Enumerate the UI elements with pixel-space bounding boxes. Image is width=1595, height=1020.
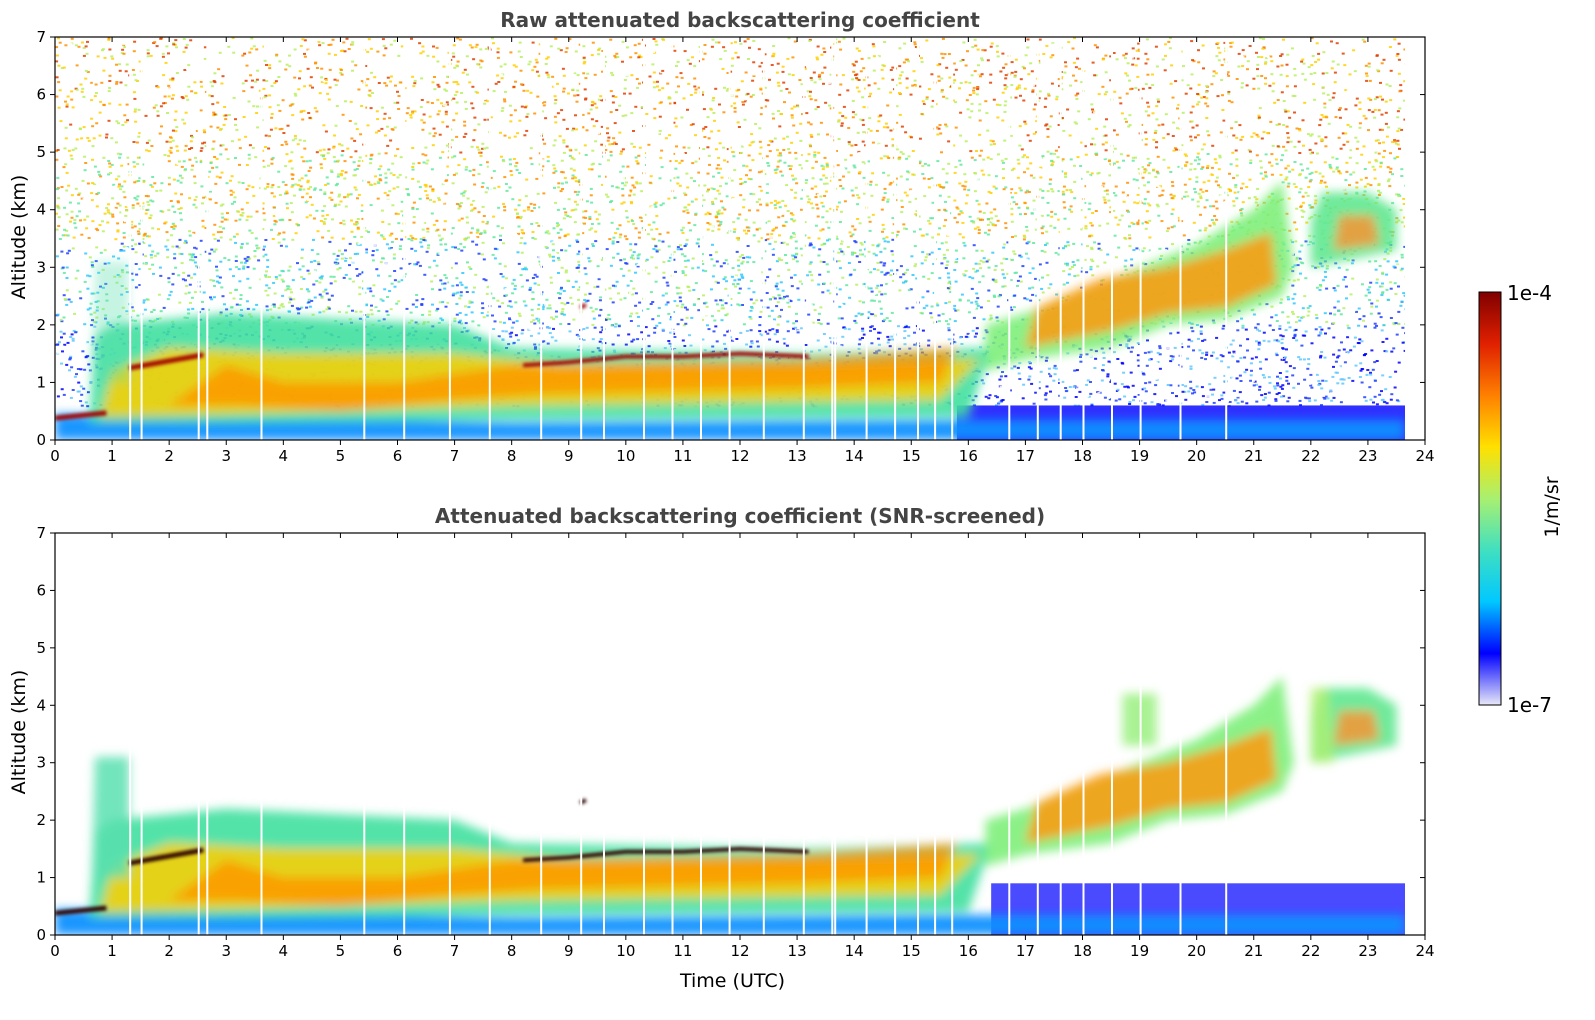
y-tick-label: 4 — [36, 201, 46, 219]
colorbar — [1478, 291, 1502, 706]
x-tick-label: 23 — [1358, 447, 1377, 465]
x-tick-label: 17 — [1016, 942, 1035, 960]
bump-2 — [1310, 688, 1334, 763]
y-tick-label: 3 — [36, 258, 46, 276]
y-tick-label: 5 — [36, 143, 46, 161]
x-tick-label: 19 — [1130, 447, 1149, 465]
x-tick-label: 12 — [730, 447, 749, 465]
x-axis-label: Time (UTC) — [680, 970, 786, 992]
x-tick-label: 6 — [393, 447, 403, 465]
cloud-early — [55, 905, 107, 916]
x-tick-label: 9 — [564, 942, 574, 960]
elevated-layer-core — [1025, 232, 1277, 348]
x-tick-label: 6 — [393, 942, 403, 960]
x-tick-label: 16 — [959, 942, 978, 960]
y-tick-label: 1 — [36, 373, 46, 391]
x-tick-label: 15 — [902, 447, 921, 465]
x-tick-label: 14 — [845, 447, 864, 465]
x-tick-label: 24 — [1415, 942, 1434, 960]
x-tick-label: 18 — [1073, 942, 1092, 960]
cloud-midday — [522, 846, 809, 863]
x-tick-label: 4 — [279, 942, 289, 960]
x-tick-label: 20 — [1187, 447, 1206, 465]
top-panel-title: Raw attenuated backscattering coefficien… — [500, 8, 980, 32]
x-tick-label: 14 — [845, 942, 864, 960]
x-tick-label: 20 — [1187, 942, 1206, 960]
x-tick-label: 1 — [107, 942, 117, 960]
x-tick-label: 11 — [673, 447, 692, 465]
x-tick-label: 8 — [507, 942, 517, 960]
x-tick-label: 21 — [1244, 447, 1263, 465]
x-tick-label: 7 — [450, 447, 460, 465]
colorbar-unit-label: 1/m/sr — [1541, 476, 1563, 538]
x-tick-label: 3 — [221, 942, 231, 960]
x-tick-label: 24 — [1415, 447, 1434, 465]
x-tick-label: 5 — [336, 447, 346, 465]
high-patch-core — [1333, 215, 1380, 250]
high-patch-core — [1333, 711, 1380, 746]
x-tick-label: 23 — [1358, 942, 1377, 960]
x-tick-label: 11 — [673, 942, 692, 960]
colorbar-max-label: 1e-4 — [1507, 281, 1552, 305]
x-tick-label: 21 — [1244, 942, 1263, 960]
x-tick-label: 1 — [107, 447, 117, 465]
x-tick-label: 16 — [959, 447, 978, 465]
x-tick-label: 17 — [1016, 447, 1035, 465]
x-tick-label: 0 — [50, 942, 60, 960]
y-tick-label: 7 — [36, 524, 46, 542]
cloud-early — [55, 410, 107, 421]
x-tick-label: 4 — [279, 447, 289, 465]
missing-profiles — [129, 533, 1228, 935]
y-tick-label: 2 — [36, 811, 46, 829]
x-tick-label: 7 — [450, 942, 460, 960]
elevated-layer-core — [1025, 728, 1277, 844]
y-tick-label: 2 — [36, 316, 46, 334]
x-tick-label: 0 — [50, 447, 60, 465]
boundary-layer-core — [169, 347, 957, 412]
y-tick-label: 3 — [36, 754, 46, 772]
x-tick-label: 10 — [616, 447, 635, 465]
x-tick-label: 19 — [1130, 942, 1149, 960]
x-tick-label: 2 — [164, 447, 174, 465]
top-heatmap — [55, 37, 1425, 440]
early-plume — [92, 261, 130, 383]
x-tick-label: 3 — [221, 447, 231, 465]
early-plume — [92, 757, 130, 878]
y-tick-label: 5 — [36, 639, 46, 657]
y-tick-label: 7 — [36, 28, 46, 46]
bottom-heatmap — [55, 533, 1425, 935]
x-tick-label: 18 — [1073, 447, 1092, 465]
y-tick-label: 4 — [36, 696, 46, 714]
y-tick-label: 0 — [36, 431, 46, 449]
x-tick-label: 9 — [564, 447, 574, 465]
y-tick-label: 6 — [36, 86, 46, 104]
y-tick-label: 0 — [36, 926, 46, 944]
bottom-panel-title: Attenuated backscattering coefficient (S… — [434, 504, 1046, 528]
colorbar-min-label: 1e-7 — [1507, 693, 1552, 717]
missing-profiles — [129, 37, 1228, 440]
y-tick-label: 6 — [36, 581, 46, 599]
cloud-midday — [522, 351, 809, 368]
x-tick-label: 5 — [336, 942, 346, 960]
x-tick-label: 22 — [1301, 447, 1320, 465]
x-tick-label: 2 — [164, 942, 174, 960]
x-tick-label: 10 — [616, 942, 635, 960]
boundary-layer-core — [169, 843, 957, 907]
x-tick-label: 22 — [1301, 942, 1320, 960]
y-tick-label: 1 — [36, 869, 46, 887]
x-tick-label: 13 — [788, 942, 807, 960]
x-tick-label: 12 — [730, 942, 749, 960]
x-tick-label: 13 — [788, 447, 807, 465]
x-tick-label: 15 — [902, 942, 921, 960]
x-tick-label: 8 — [507, 447, 517, 465]
